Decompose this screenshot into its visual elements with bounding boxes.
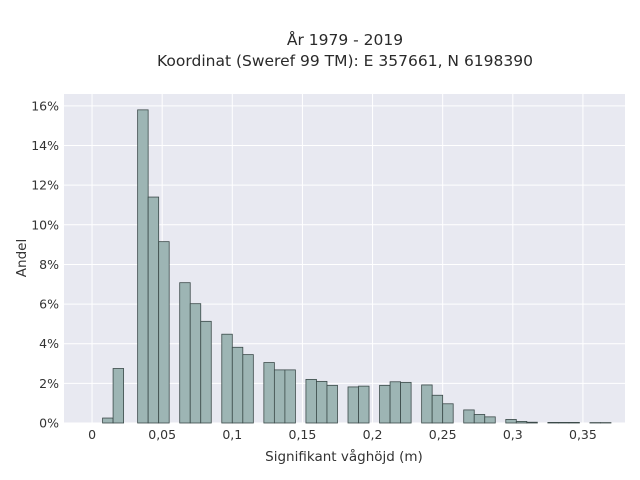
- histogram-bar: [421, 384, 433, 424]
- x-tick-label: 0,35: [569, 427, 597, 442]
- histogram-bar: [137, 109, 149, 424]
- x-tick-label: 0,25: [429, 427, 457, 442]
- histogram-bar: [473, 414, 486, 424]
- x-tick-label: 0,15: [289, 427, 317, 442]
- histogram-bar: [273, 369, 286, 424]
- histogram-bar: [463, 409, 475, 424]
- histogram-bar: [326, 384, 338, 424]
- y-tick-labels: 0% 2% 4% 6% 8% 10% 12% 14% 16%: [31, 98, 59, 430]
- histogram-bar: [305, 378, 317, 424]
- y-axis-label: Andel: [14, 239, 30, 277]
- x-axis-label: Signifikant våghöjd (m): [265, 448, 423, 465]
- histogram-bar: [158, 241, 170, 424]
- x-tick-label: 0,05: [148, 427, 176, 442]
- histogram-bar: [200, 320, 212, 424]
- histogram-bar: [242, 354, 254, 424]
- x-tick-label: 0,3: [503, 427, 523, 442]
- histogram-bar: [179, 282, 191, 424]
- histogram-bar: [112, 368, 125, 424]
- histogram-bar: [231, 346, 244, 424]
- histogram-bar: [557, 422, 570, 424]
- histogram-bar: [484, 416, 496, 424]
- y-tick-label: 8%: [39, 257, 59, 272]
- histogram-bar: [189, 303, 202, 424]
- histogram-bar: [102, 417, 114, 424]
- histogram-bar: [431, 394, 444, 424]
- y-tick-label: 10%: [31, 217, 59, 232]
- histogram-bar: [505, 419, 517, 424]
- y-tick-label: 4%: [39, 336, 59, 351]
- histogram-bar: [400, 381, 412, 424]
- histogram-bar: [316, 380, 328, 424]
- histogram-bar: [221, 333, 233, 424]
- x-tick-labels: 0 0,05 0,1 0,15 0,2 0,25 0,3 0,35: [88, 427, 597, 442]
- histogram-bar: [515, 421, 528, 424]
- y-tick-label: 0%: [39, 416, 59, 431]
- x-tick-label: 0,1: [222, 427, 242, 442]
- histogram-bar: [263, 362, 275, 424]
- y-tick-label: 16%: [31, 98, 59, 113]
- histogram-bar: [526, 421, 538, 424]
- y-tick-label: 2%: [39, 376, 59, 391]
- histogram-bar: [442, 403, 454, 424]
- histogram-bar: [358, 385, 370, 424]
- y-tick-label: 12%: [31, 178, 59, 193]
- histogram-bar: [147, 196, 160, 424]
- y-tick-label: 14%: [31, 138, 59, 153]
- chart-title-line-2: Koordinat (Sweref 99 TM): E 357661, N 61…: [157, 52, 533, 70]
- histogram-bar: [547, 422, 559, 424]
- y-tick-label: 6%: [39, 297, 59, 312]
- x-tick-label: 0: [88, 427, 96, 442]
- histogram-bar: [347, 386, 359, 424]
- histogram-bar: [284, 369, 296, 424]
- histogram-bar: [568, 422, 580, 424]
- histogram-bar: [389, 381, 401, 424]
- histogram-bars: [102, 109, 612, 424]
- histogram-bar: [379, 384, 391, 424]
- x-tick-label: 0,2: [363, 427, 383, 442]
- chart-title-line-1: År 1979 - 2019: [287, 30, 403, 49]
